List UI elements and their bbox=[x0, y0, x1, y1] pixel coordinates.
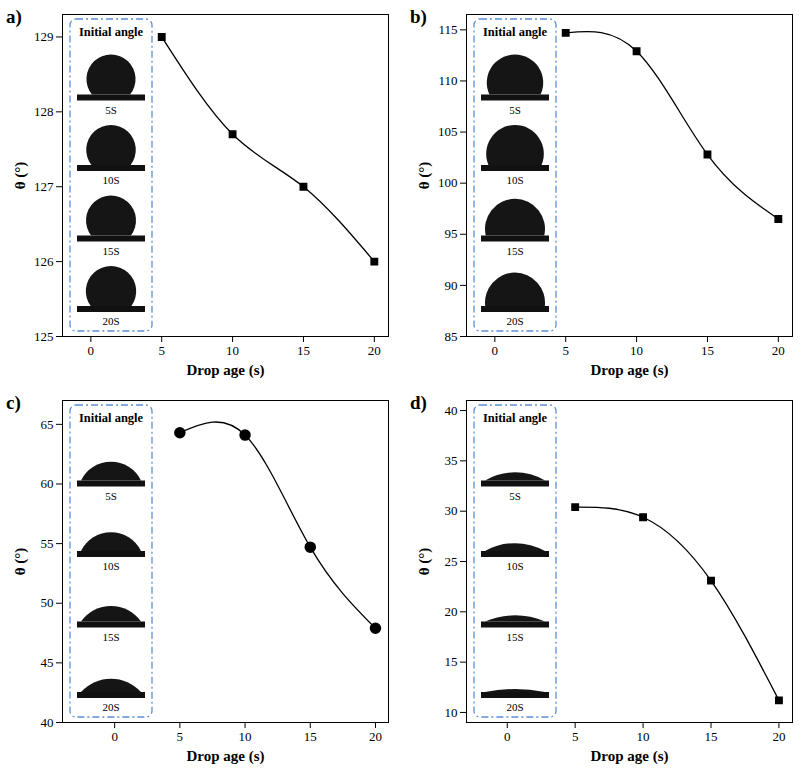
svg-text:55: 55 bbox=[41, 536, 54, 551]
svg-text:5: 5 bbox=[177, 729, 184, 744]
svg-text:105: 105 bbox=[438, 124, 458, 139]
svg-text:100: 100 bbox=[438, 175, 458, 190]
svg-text:Initial angle: Initial angle bbox=[79, 411, 144, 425]
svg-text:15: 15 bbox=[701, 343, 714, 358]
svg-text:5: 5 bbox=[572, 729, 579, 744]
svg-text:60: 60 bbox=[41, 476, 54, 491]
svg-text:10: 10 bbox=[226, 343, 239, 358]
svg-text:128: 128 bbox=[34, 104, 54, 119]
svg-text:65: 65 bbox=[41, 417, 54, 432]
svg-text:0: 0 bbox=[88, 343, 95, 358]
svg-text:5S: 5S bbox=[105, 490, 117, 502]
svg-text:Drop age (s): Drop age (s) bbox=[186, 748, 264, 765]
svg-text:5: 5 bbox=[158, 343, 165, 358]
svg-text:5S: 5S bbox=[105, 104, 117, 116]
html-text:b): b) bbox=[410, 6, 427, 27]
svg-text:126: 126 bbox=[34, 254, 54, 269]
svg-text:20: 20 bbox=[772, 343, 785, 358]
svg-text:110: 110 bbox=[438, 73, 457, 88]
html-text:a): a) bbox=[6, 6, 22, 27]
svg-text:Drop age (s): Drop age (s) bbox=[590, 748, 668, 765]
svg-text:10: 10 bbox=[445, 705, 458, 720]
svg-text:Initial angle: Initial angle bbox=[483, 25, 548, 39]
svg-text:0: 0 bbox=[111, 729, 118, 744]
svg-text:20S: 20S bbox=[102, 701, 119, 713]
svg-text:θ (°): θ (°) bbox=[416, 548, 433, 576]
svg-text:45: 45 bbox=[41, 655, 54, 670]
svg-text:20S: 20S bbox=[506, 315, 523, 327]
svg-text:15S: 15S bbox=[506, 631, 523, 643]
svg-text:15S: 15S bbox=[102, 245, 119, 257]
svg-text:15: 15 bbox=[297, 343, 310, 358]
svg-text:127: 127 bbox=[34, 179, 54, 194]
svg-text:30: 30 bbox=[445, 503, 458, 518]
svg-text:θ (°): θ (°) bbox=[416, 162, 433, 190]
svg-text:10S: 10S bbox=[506, 560, 523, 572]
svg-text:15: 15 bbox=[445, 654, 458, 669]
svg-text:20: 20 bbox=[369, 729, 382, 744]
svg-text:20: 20 bbox=[772, 729, 785, 744]
svg-text:Drop age (s): Drop age (s) bbox=[186, 362, 264, 379]
svg-text:5S: 5S bbox=[509, 490, 521, 502]
svg-text:20: 20 bbox=[445, 604, 458, 619]
svg-text:85: 85 bbox=[445, 329, 458, 344]
svg-text:25: 25 bbox=[445, 554, 458, 569]
svg-text:20S: 20S bbox=[506, 701, 523, 713]
svg-text:50: 50 bbox=[41, 595, 54, 610]
svg-text:40: 40 bbox=[41, 715, 54, 730]
html-text:d): d) bbox=[410, 392, 427, 413]
svg-text:θ (°): θ (°) bbox=[12, 548, 29, 576]
svg-text:θ (°): θ (°) bbox=[12, 162, 29, 190]
svg-text:35: 35 bbox=[445, 453, 458, 468]
svg-text:5: 5 bbox=[562, 343, 569, 358]
svg-text:125: 125 bbox=[34, 329, 54, 344]
svg-text:20: 20 bbox=[368, 343, 381, 358]
svg-text:10: 10 bbox=[637, 729, 650, 744]
svg-text:40: 40 bbox=[445, 403, 458, 418]
svg-text:Initial angle: Initial angle bbox=[483, 411, 548, 425]
svg-text:129: 129 bbox=[34, 29, 54, 44]
svg-text:15: 15 bbox=[304, 729, 317, 744]
svg-text:5S: 5S bbox=[509, 104, 521, 116]
svg-text:10S: 10S bbox=[506, 174, 523, 186]
svg-text:10S: 10S bbox=[102, 560, 119, 572]
svg-text:Initial angle: Initial angle bbox=[79, 25, 144, 39]
svg-text:15S: 15S bbox=[506, 245, 523, 257]
svg-text:15S: 15S bbox=[102, 631, 119, 643]
svg-text:Drop age (s): Drop age (s) bbox=[590, 362, 668, 379]
svg-text:10: 10 bbox=[630, 343, 643, 358]
svg-text:115: 115 bbox=[438, 22, 457, 37]
svg-text:0: 0 bbox=[492, 343, 499, 358]
svg-text:90: 90 bbox=[445, 278, 458, 293]
svg-text:20S: 20S bbox=[102, 315, 119, 327]
svg-text:0: 0 bbox=[504, 729, 511, 744]
svg-text:10: 10 bbox=[239, 729, 252, 744]
svg-text:15: 15 bbox=[705, 729, 718, 744]
svg-text:95: 95 bbox=[445, 226, 458, 241]
html-text:c): c) bbox=[6, 392, 21, 413]
svg-text:10S: 10S bbox=[102, 174, 119, 186]
